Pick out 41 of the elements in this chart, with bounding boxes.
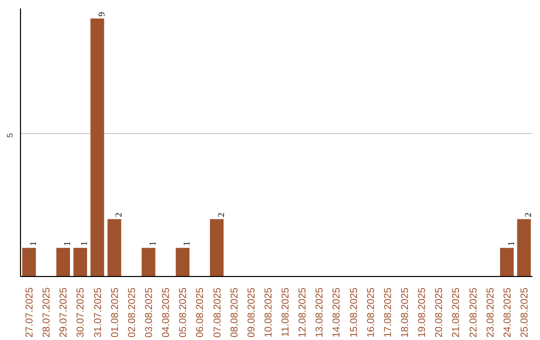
data-label: 1	[28, 241, 38, 246]
x-tick-label: 07.08.2025	[212, 287, 224, 338]
x-tick-label: 20.08.2025	[434, 287, 446, 338]
x-tick-label: 17.08.2025	[382, 287, 394, 338]
x-tick-label: 12.08.2025	[298, 287, 309, 338]
x-tick-label: 23.08.2025	[485, 287, 496, 338]
x-tick-label: 31.07.2025	[92, 287, 104, 338]
x-tick-label: 28.07.2025	[42, 287, 53, 338]
x-tick-label: 30.07.2025	[76, 287, 87, 338]
x-tick-label: 04.08.2025	[161, 287, 172, 338]
x-tick-label: 06.08.2025	[195, 287, 206, 338]
x-tick-label: 19.08.2025	[417, 287, 428, 338]
data-label: 1	[62, 241, 72, 246]
x-tick-label: 27.07.2025	[24, 287, 36, 338]
x-tick-label: 09.08.2025	[246, 287, 258, 338]
x-tick-label: 22.08.2025	[468, 287, 480, 338]
data-label: 1	[148, 241, 158, 246]
data-label: 2	[216, 212, 226, 218]
x-tick-label: 03.08.2025	[144, 287, 155, 338]
x-tick-label: 15.08.2025	[348, 287, 360, 338]
data-label: 2	[522, 212, 533, 218]
x-tick-label: 13.08.2025	[314, 287, 326, 338]
x-tick-label: 16.08.2025	[366, 287, 377, 338]
x-tick-label: 11.08.2025	[280, 287, 292, 337]
data-label: 9	[96, 12, 106, 17]
data-label: 1	[182, 241, 192, 246]
x-tick-label: 08.08.2025	[229, 287, 240, 338]
x-tick-label: 21.08.2025	[451, 287, 462, 338]
y-tick-label: 5	[6, 132, 14, 138]
x-tick-label: 18.08.2025	[400, 287, 411, 338]
x-tick-label: 02.08.2025	[126, 287, 138, 338]
x-tick-label: 01.08.2025	[110, 287, 121, 338]
x-tick-label: 25.08.2025	[519, 287, 530, 338]
x-tick-label: 05.08.2025	[178, 287, 190, 338]
x-tick-label: 24.08.2025	[502, 287, 514, 338]
data-label: 2	[113, 212, 124, 218]
data-label: 1	[506, 241, 516, 246]
x-tick-label: 14.08.2025	[332, 287, 343, 338]
x-tick-label: 10.08.2025	[263, 287, 274, 338]
x-tick-label: 29.07.2025	[58, 287, 70, 338]
data-label: 1	[79, 241, 90, 246]
